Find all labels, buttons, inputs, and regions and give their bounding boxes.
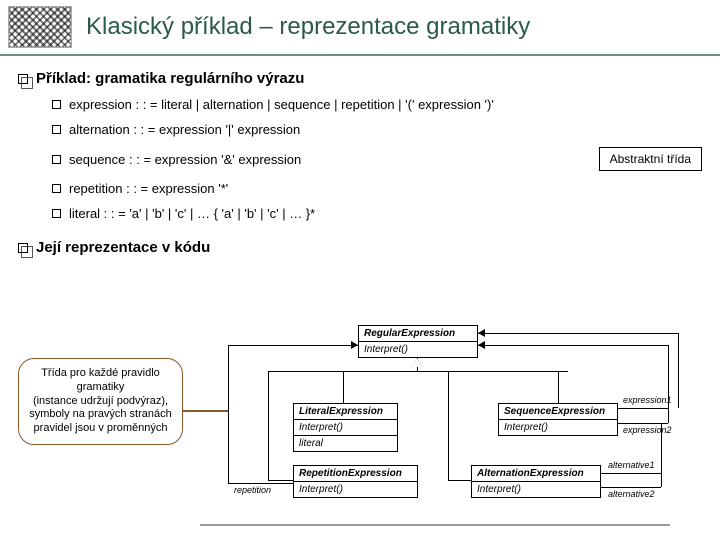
bullet-icon <box>52 184 61 193</box>
abstract-class-label: Abstraktní třída <box>599 147 702 171</box>
edge <box>478 345 668 346</box>
uml-class-name: SequenceExpression <box>499 404 617 420</box>
bullet-icon <box>18 243 28 253</box>
assoc-label: alternative1 <box>608 460 655 470</box>
bullet-icon <box>18 74 28 84</box>
arrow-icon <box>351 341 358 349</box>
edge <box>343 371 344 403</box>
edge <box>268 371 568 372</box>
rule-text: repetition : : = expression '*' <box>69 181 702 196</box>
edge <box>661 423 662 487</box>
uml-class-name: LiteralExpression <box>294 404 397 420</box>
rule-text: literal : : = 'a' | 'b' | 'c' | … { 'a' … <box>69 206 702 221</box>
edge <box>228 345 229 483</box>
inheritance-arrow-icon <box>412 358 422 367</box>
slide-header: Klasický příklad – reprezentace gramatik… <box>0 0 720 56</box>
assoc-label: expression2 <box>623 425 672 435</box>
uml-op: Interpret() <box>472 482 600 497</box>
section-2-text: Její reprezentace v kódu <box>36 239 210 256</box>
uml-root: RegularExpression Interpret() <box>358 325 478 358</box>
rule-item: expression : : = literal | alternation |… <box>52 97 702 112</box>
rule-text: expression : : = literal | alternation |… <box>69 97 702 112</box>
rule-text: sequence : : = expression '&' expression <box>69 152 579 167</box>
edge <box>601 487 661 488</box>
uml-repetition: RepetitionExpression Interpret() <box>293 465 418 498</box>
uml-literal: LiteralExpression Interpret() literal <box>293 403 398 452</box>
assoc-label: alternative2 <box>608 489 655 499</box>
callout-text: Třída pro každé pravidlo gramatiky(insta… <box>29 367 171 434</box>
edge <box>268 371 269 481</box>
edge <box>478 333 678 334</box>
edge <box>268 480 293 481</box>
edge <box>678 333 679 408</box>
rule-text: alternation : : = expression '|' express… <box>69 122 702 137</box>
uml-op: Interpret() <box>294 420 397 436</box>
arrow-icon <box>478 341 485 349</box>
assoc-label: expression1 <box>623 395 672 405</box>
rule-item: alternation : : = expression '|' express… <box>52 122 702 137</box>
uml-sequence: SequenceExpression Interpret() <box>498 403 618 436</box>
edge <box>618 408 668 409</box>
edge <box>668 345 669 423</box>
grammar-rules: expression : : = literal | alternation |… <box>52 97 702 221</box>
assoc-label: repetition <box>234 485 271 495</box>
edge <box>448 480 471 481</box>
rule-item: sequence : : = expression '&' expression… <box>52 147 702 171</box>
rule-item: repetition : : = expression '*' <box>52 181 702 196</box>
section-1-text: Příklad: gramatika regulárního výrazu <box>36 70 304 87</box>
edge <box>601 473 661 474</box>
uml-op: Interpret() <box>359 342 477 357</box>
section-1-heading: Příklad: gramatika regulárního výrazu <box>18 70 702 87</box>
bullet-icon <box>52 155 61 164</box>
uml-op: Interpret() <box>499 420 617 435</box>
uml-op: Interpret() <box>294 482 417 497</box>
arrow-icon <box>478 329 485 337</box>
uml-class-name: AlternationExpression <box>472 466 600 482</box>
edge <box>558 371 559 403</box>
logo-icon <box>8 6 72 48</box>
edge <box>228 483 293 484</box>
callout-box: Třída pro každé pravidlo gramatiky(insta… <box>18 358 183 445</box>
uml-diagram: RegularExpression Interpret() LiteralExp… <box>198 325 708 515</box>
uml-alternation: AlternationExpression Interpret() <box>471 465 601 498</box>
edge <box>448 371 449 481</box>
uml-class-name: RegularExpression <box>359 326 477 342</box>
slide-title: Klasický příklad – reprezentace gramatik… <box>86 13 530 41</box>
bullet-icon <box>52 100 61 109</box>
rule-item: literal : : = 'a' | 'b' | 'c' | … { 'a' … <box>52 206 702 221</box>
footer-divider <box>200 524 670 526</box>
bullet-icon <box>52 125 61 134</box>
edge <box>228 345 358 346</box>
content-area: Příklad: gramatika regulárního výrazu ex… <box>0 70 720 256</box>
section-2-heading: Její reprezentace v kódu <box>18 239 702 256</box>
uml-class-name: RepetitionExpression <box>294 466 417 482</box>
uml-attr: literal <box>294 436 397 451</box>
bullet-icon <box>52 209 61 218</box>
